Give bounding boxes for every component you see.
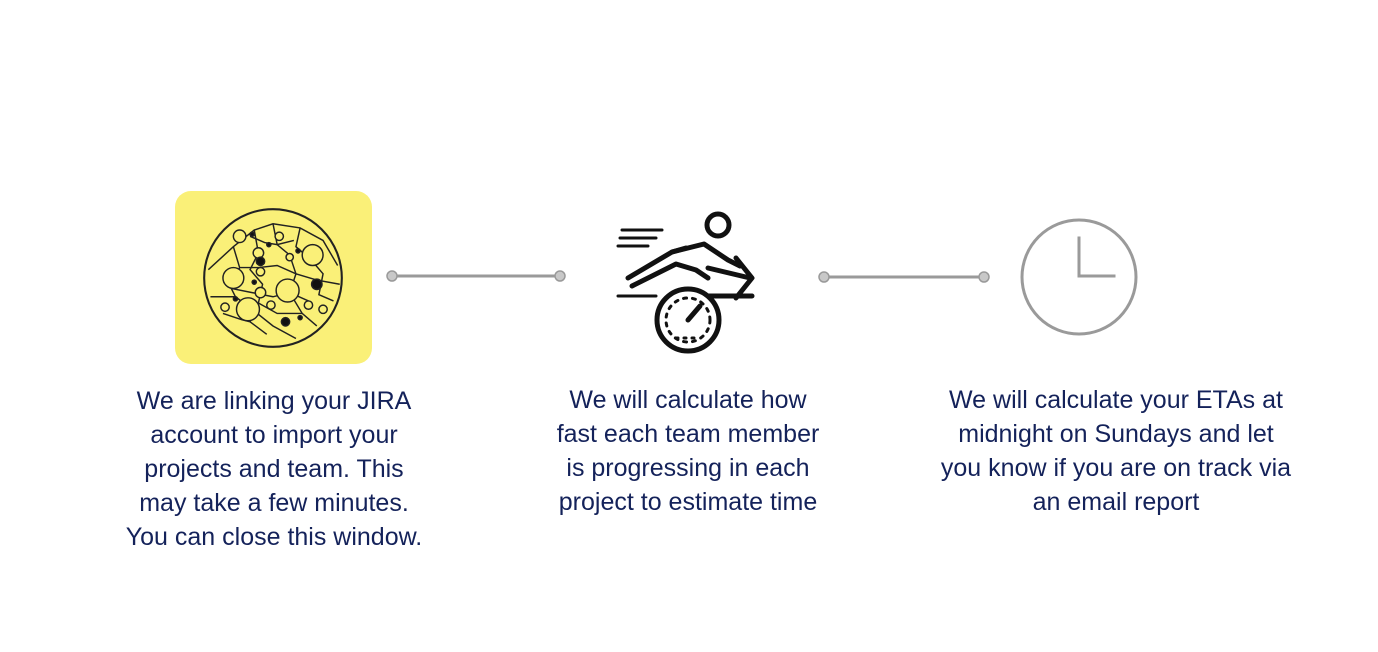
runner-speedometer-icon bbox=[616, 211, 755, 354]
step-connector-1 bbox=[386, 270, 566, 282]
clock-icon bbox=[1020, 218, 1138, 336]
step-1-description: We are linking your JIRA account to impo… bbox=[125, 387, 423, 551]
step-1-icon-tile bbox=[175, 191, 372, 364]
step-2-description: We will calculate how fast each team mem… bbox=[556, 386, 820, 516]
network-nodes-icon bbox=[203, 208, 343, 348]
step-connector-2 bbox=[818, 271, 990, 283]
step-3-description: We will calculate your ETAs at midnight … bbox=[940, 386, 1292, 516]
